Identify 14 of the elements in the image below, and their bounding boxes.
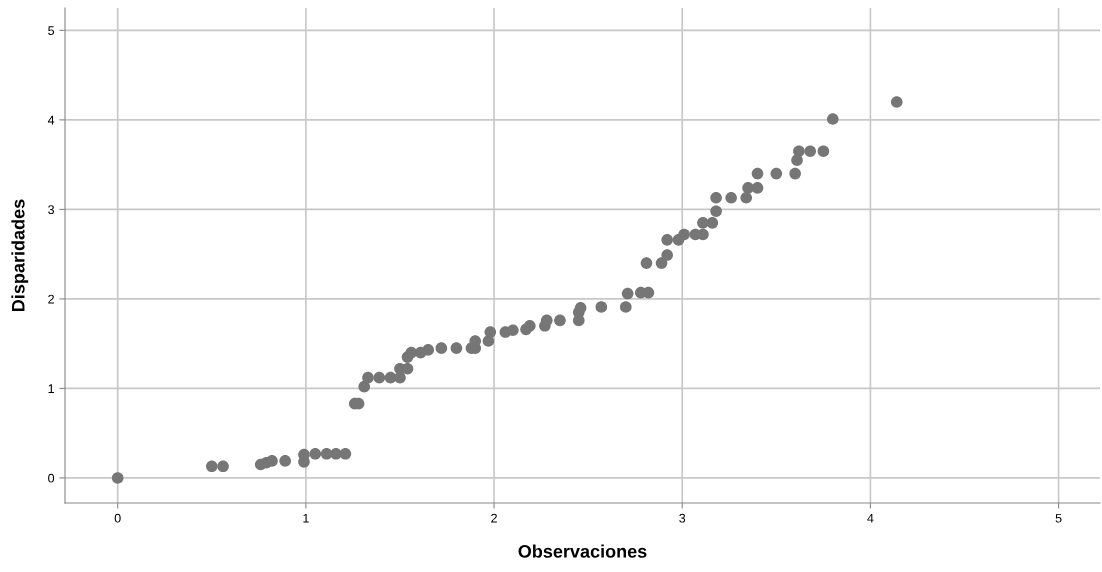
y-tick-label: 2 [48, 294, 54, 304]
x-tick-label: 1 [303, 513, 309, 523]
x-tick-label: 0 [114, 513, 121, 523]
x-tick-label: 2 [491, 513, 497, 523]
x-tick-label: 5 [1055, 513, 1062, 523]
y-axis-title: Disparidades [11, 199, 29, 311]
y-tick-label: 1 [48, 384, 54, 393]
y-tick-label: 3 [48, 205, 55, 215]
x-tick-label: 3 [679, 513, 686, 523]
x-tick-label: 4 [867, 513, 874, 523]
y-tick-label: 5 [48, 26, 55, 36]
x-axis-title: Observaciones [518, 544, 647, 558]
y-tick-label: 0 [48, 473, 55, 483]
y-tick-label: 4 [47, 115, 55, 125]
